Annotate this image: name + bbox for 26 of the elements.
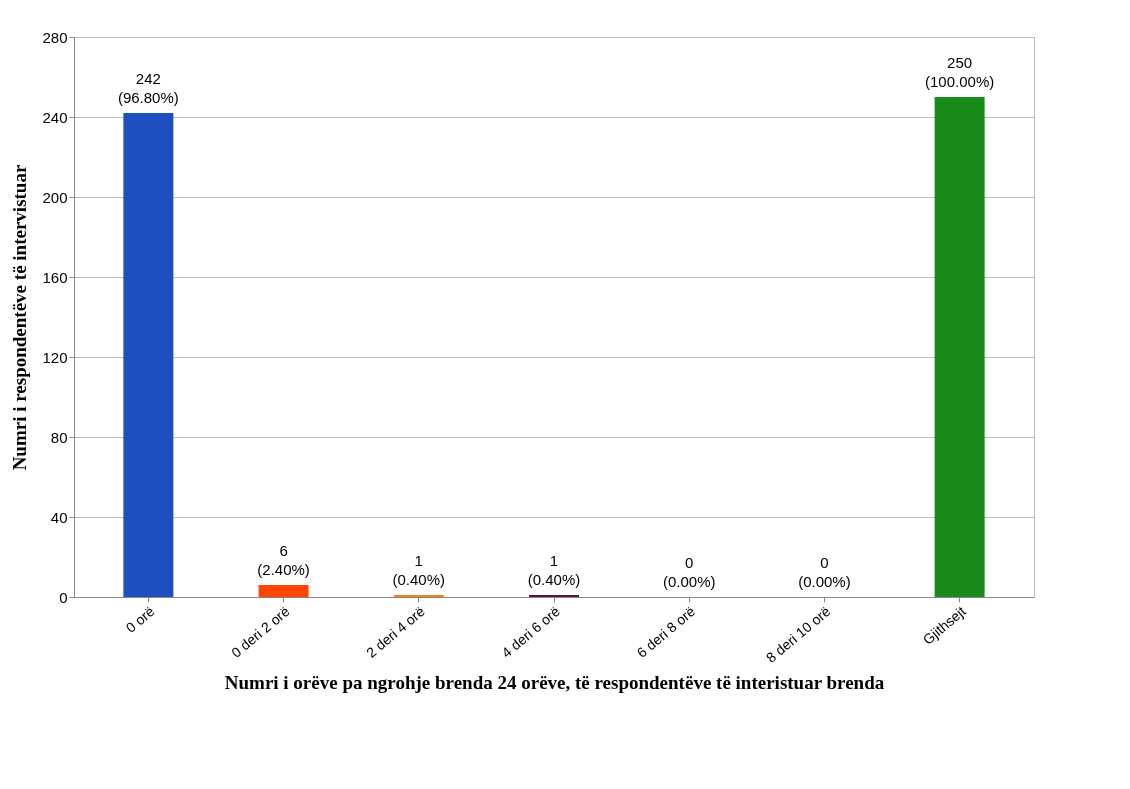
data-label: 0 (0.00%) [662, 554, 716, 590]
bar [258, 585, 309, 597]
x-tick-label: 8 deri 10 orë [762, 602, 834, 666]
y-tick-label: 200 [42, 188, 68, 206]
y-tick-label: 80 [50, 428, 68, 446]
y-axis-title: Numri i respondentëve të intervistuar [9, 164, 31, 471]
bar [934, 97, 985, 597]
data-label: 242 (96.80%) [117, 70, 179, 106]
bar [123, 113, 174, 597]
x-tick-label: 0 orë [122, 602, 158, 636]
data-label: 6 (2.40%) [257, 542, 310, 578]
data-label: 1 (0.40%) [392, 552, 446, 588]
x-tick-label: 4 deri 6 orë [498, 602, 564, 661]
x-tick-label: 0 deri 2 orë [228, 602, 293, 661]
data-label: 250 (100.00%) [925, 54, 995, 90]
x-tick-label: 2 deri 4 orë [363, 602, 428, 661]
y-tick-label: 160 [42, 268, 68, 286]
y-tick-label: 240 [42, 108, 68, 126]
y-tick-label: 120 [42, 348, 68, 366]
y-tick-label: 0 [59, 588, 68, 606]
y-tick-label: 280 [42, 28, 68, 46]
x-tick-label: 6 deri 8 orë [633, 602, 699, 661]
data-label: 1 (0.40%) [527, 552, 581, 588]
y-tick-label: 40 [50, 508, 68, 526]
data-label: 0 (0.00%) [798, 554, 851, 590]
x-axis-title: Numri i orëve pa ngrohje brenda 24 orëve, të respondentëve të interistuar brenda [224, 671, 885, 693]
